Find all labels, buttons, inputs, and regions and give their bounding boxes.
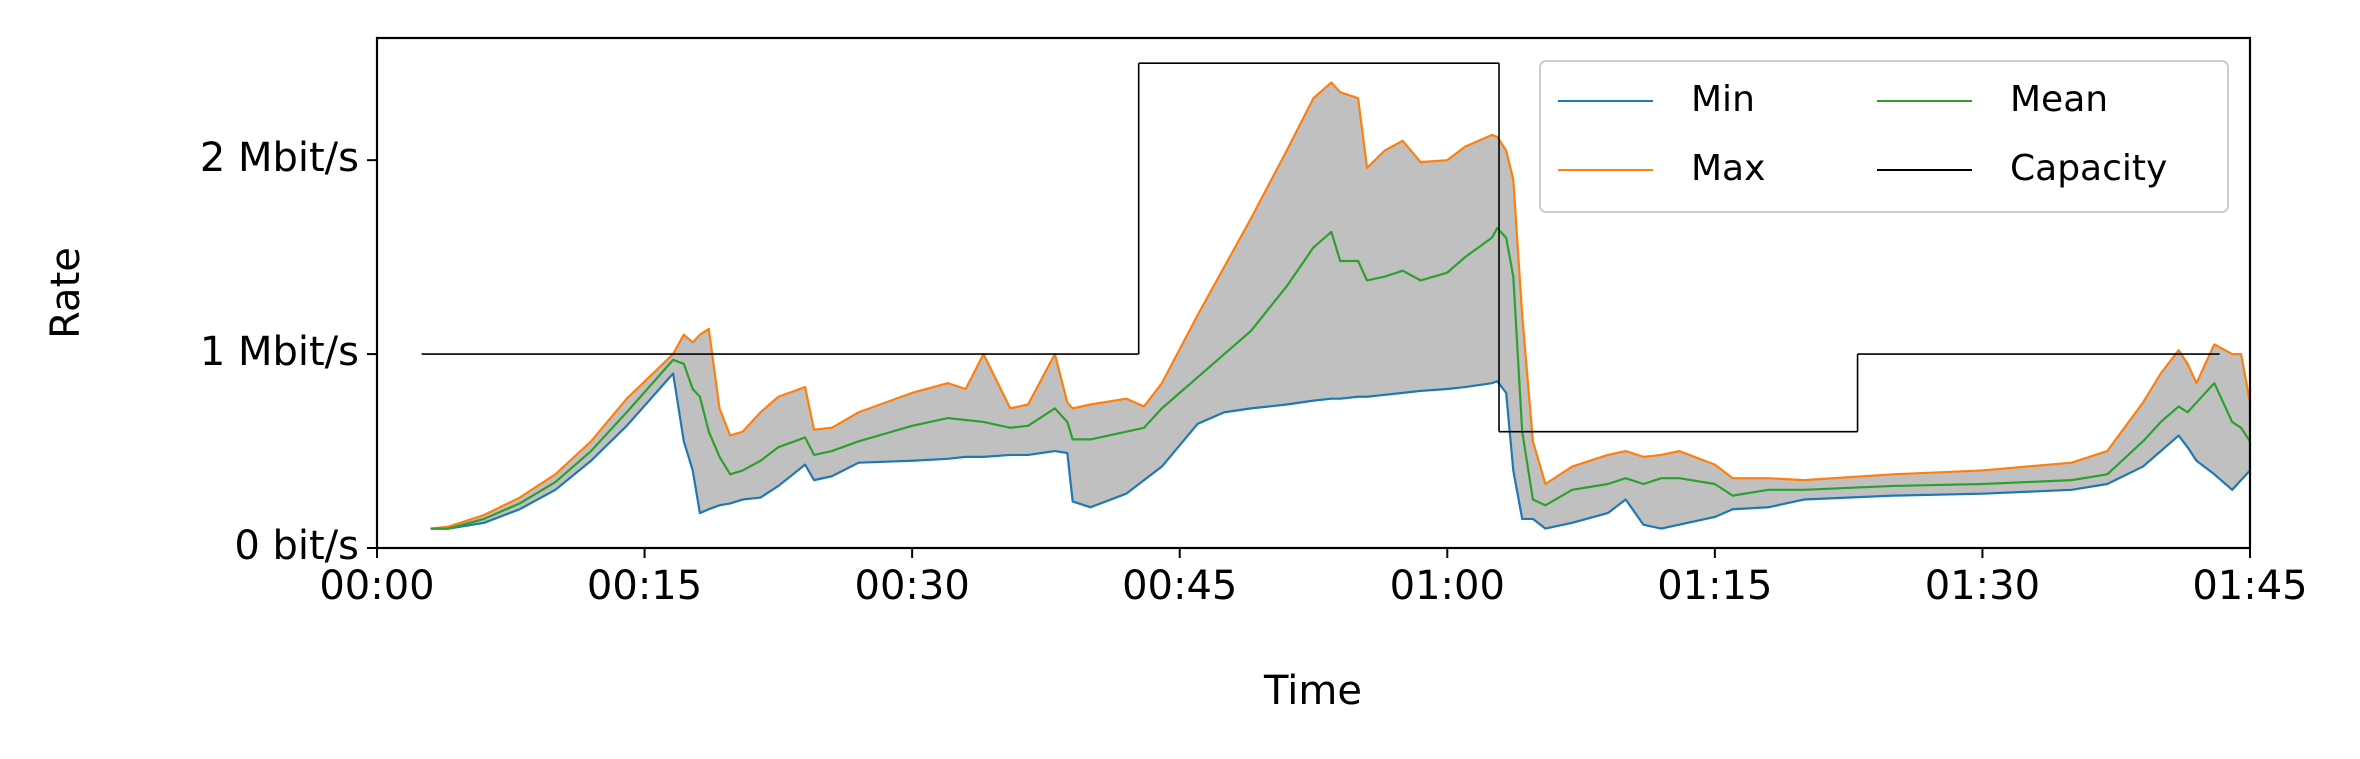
x-tick-label: 00:00 <box>319 563 434 609</box>
legend-box <box>1539 60 2229 213</box>
plot-frame <box>375 36 2252 550</box>
x-tick-label: 00:15 <box>587 563 702 609</box>
x-tick-label: 00:45 <box>1122 563 1237 609</box>
x-tick-label: 00:30 <box>855 563 970 609</box>
x-axis-label: Time <box>1263 668 1362 714</box>
legend-label: Mean <box>2010 79 2108 120</box>
legend-label: Min <box>1691 79 1755 120</box>
x-tick-label: 01:30 <box>1925 563 2040 609</box>
legend-label: Capacity <box>2010 148 2167 189</box>
series-line <box>430 372 2251 530</box>
range-fill <box>430 82 2250 529</box>
legend: Min Max Mean Capacity <box>1539 60 2229 213</box>
x-tick-label: 01:15 <box>1657 563 1772 609</box>
y-tick-label: 0 bit/s <box>234 523 359 569</box>
series-line <box>430 226 2251 530</box>
x-tick-label: 01:45 <box>2192 563 2307 609</box>
y-axis-label: Rate <box>43 247 89 339</box>
legend-label: Max <box>1691 148 1765 189</box>
series-line <box>430 81 2252 530</box>
y-tick-label: 2 Mbit/s <box>200 135 359 181</box>
y-tick-label: 1 Mbit/s <box>200 329 359 375</box>
x-tick-label: 01:00 <box>1390 563 1505 609</box>
